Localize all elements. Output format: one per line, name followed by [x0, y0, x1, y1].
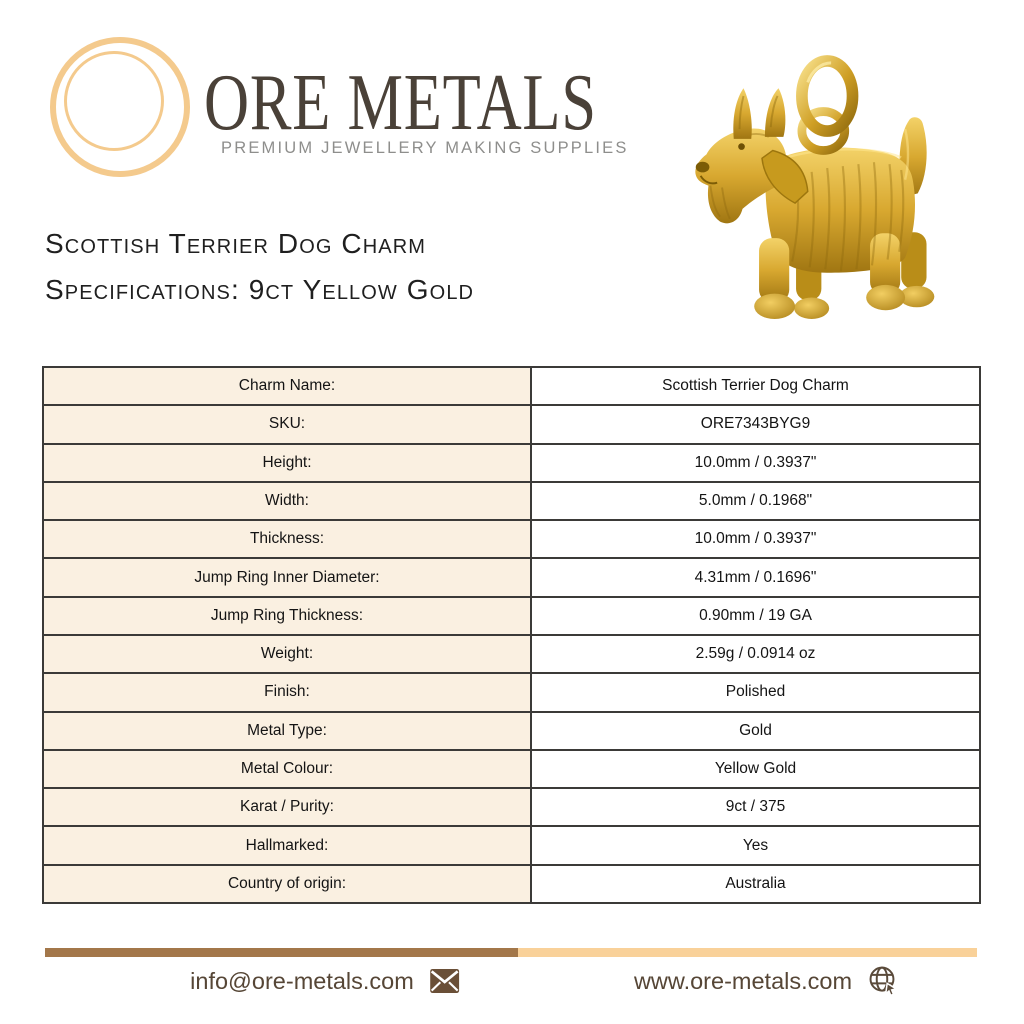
spec-row: Finish: Polished [42, 672, 981, 713]
spec-value-cell: Scottish Terrier Dog Charm [530, 365, 981, 407]
email-text[interactable]: info@ore-metals.com [190, 967, 414, 994]
spec-row: Jump Ring Thickness: 0.90mm / 19 GA [42, 595, 981, 636]
spec-label-cell: Finish: [42, 672, 532, 713]
spec-row: Metal Type: Gold [42, 710, 981, 751]
spec-label-cell: Thickness: [42, 519, 532, 560]
charm-collar [761, 149, 809, 204]
brand-name: ORE METALS [204, 59, 597, 147]
spec-value-cell: Yes [530, 825, 981, 866]
spec-row: Jump Ring Inner Diameter: 4.31mm / 0.1696… [42, 557, 981, 598]
envelope-icon [429, 968, 459, 994]
brand-logo-rings [50, 37, 190, 177]
spec-table-body: Charm Name: Scottish Terrier Dog Charm SKU… [42, 365, 981, 905]
charm-nose [695, 161, 710, 173]
spec-row: SKU: ORE7343BYG9 [42, 404, 981, 445]
spec-value-cell: Yellow Gold [530, 748, 981, 790]
spec-value-cell: 4.31mm / 0.1696" [530, 557, 981, 598]
spec-label-cell: Country of origin: [42, 863, 532, 905]
globe-icon [869, 966, 899, 997]
spec-value-cell: 10.0mm / 0.3937" [530, 442, 981, 483]
spec-value-cell: 10.0mm / 0.3937" [530, 519, 981, 560]
spec-row: Country of origin: Australia [42, 863, 981, 905]
spec-label-cell: Weight: [42, 633, 532, 675]
spec-row: Width: 5.0mm / 0.1968" [42, 480, 981, 522]
charm-jump-ring-small [797, 107, 850, 155]
spec-label-cell: Charm Name: [42, 365, 532, 407]
spec-value-cell: 0.90mm / 19 GA [530, 595, 981, 636]
spec-row: Weight: 2.59g / 0.0914 oz [42, 633, 981, 675]
charm-ear-right [764, 88, 786, 137]
spec-value-cell: Gold [530, 710, 981, 751]
spec-label-cell: Jump Ring Inner Diameter: [42, 557, 532, 598]
spec-row: Hallmarked: Yes [42, 825, 981, 866]
footer-divider [45, 948, 977, 957]
divider-gold-segment [518, 948, 977, 957]
spec-row: Charm Name: Scottish Terrier Dog Charm [42, 365, 981, 407]
spec-row: Height: 10.0mm / 0.3937" [42, 442, 981, 483]
divider-brown-segment [45, 948, 518, 957]
spec-label-cell: Metal Type: [42, 710, 532, 751]
product-image-scottish-terrier-charm [695, 55, 935, 319]
spec-label-cell: Width: [42, 480, 532, 522]
spec-label-cell: SKU: [42, 404, 532, 445]
brand-logo-inner-ring [64, 51, 164, 151]
spec-label-cell: Height: [42, 442, 532, 483]
spec-value-cell: 9ct / 375 [530, 787, 981, 828]
charm-jump-ring-large [796, 55, 859, 137]
charm-ear-left [733, 88, 752, 139]
spec-label-cell: Karat / Purity: [42, 787, 532, 828]
spec-label-cell: Metal Colour: [42, 748, 532, 790]
spec-label-cell: Hallmarked: [42, 825, 532, 866]
product-title-line2: Specifications: 9ct Yellow Gold [45, 274, 475, 305]
website-contact[interactable]: www.ore-metals.com [633, 961, 899, 1001]
charm-head [695, 128, 787, 224]
product-title: Scottish Terrier Dog Charm Specification… [45, 221, 474, 313]
website-text[interactable]: www.ore-metals.com [633, 967, 853, 994]
spec-row: Thickness: 10.0mm / 0.3937" [42, 519, 981, 560]
spec-value-cell: ORE7343BYG9 [530, 404, 981, 445]
spec-label-cell: Jump Ring Thickness: [42, 595, 532, 636]
spec-table: Charm Name: Scottish Terrier Dog Charm SKU… [42, 365, 981, 905]
brand-tagline: PREMIUM JEWELLERY MAKING SUPPLIES [221, 139, 629, 157]
email-contact[interactable]: info@ore-metals.com [190, 961, 460, 1001]
spec-value-cell: Australia [530, 863, 981, 905]
spec-value-cell: Polished [530, 672, 981, 713]
spec-value-cell: 5.0mm / 0.1968" [530, 480, 981, 522]
product-title-line1: Scottish Terrier Dog Charm [45, 228, 426, 259]
charm-eye [738, 143, 745, 150]
spec-row: Karat / Purity: 9ct / 375 [42, 787, 981, 828]
spec-value-cell: 2.59g / 0.0914 oz [530, 633, 981, 675]
spec-row: Metal Colour: Yellow Gold [42, 748, 981, 790]
